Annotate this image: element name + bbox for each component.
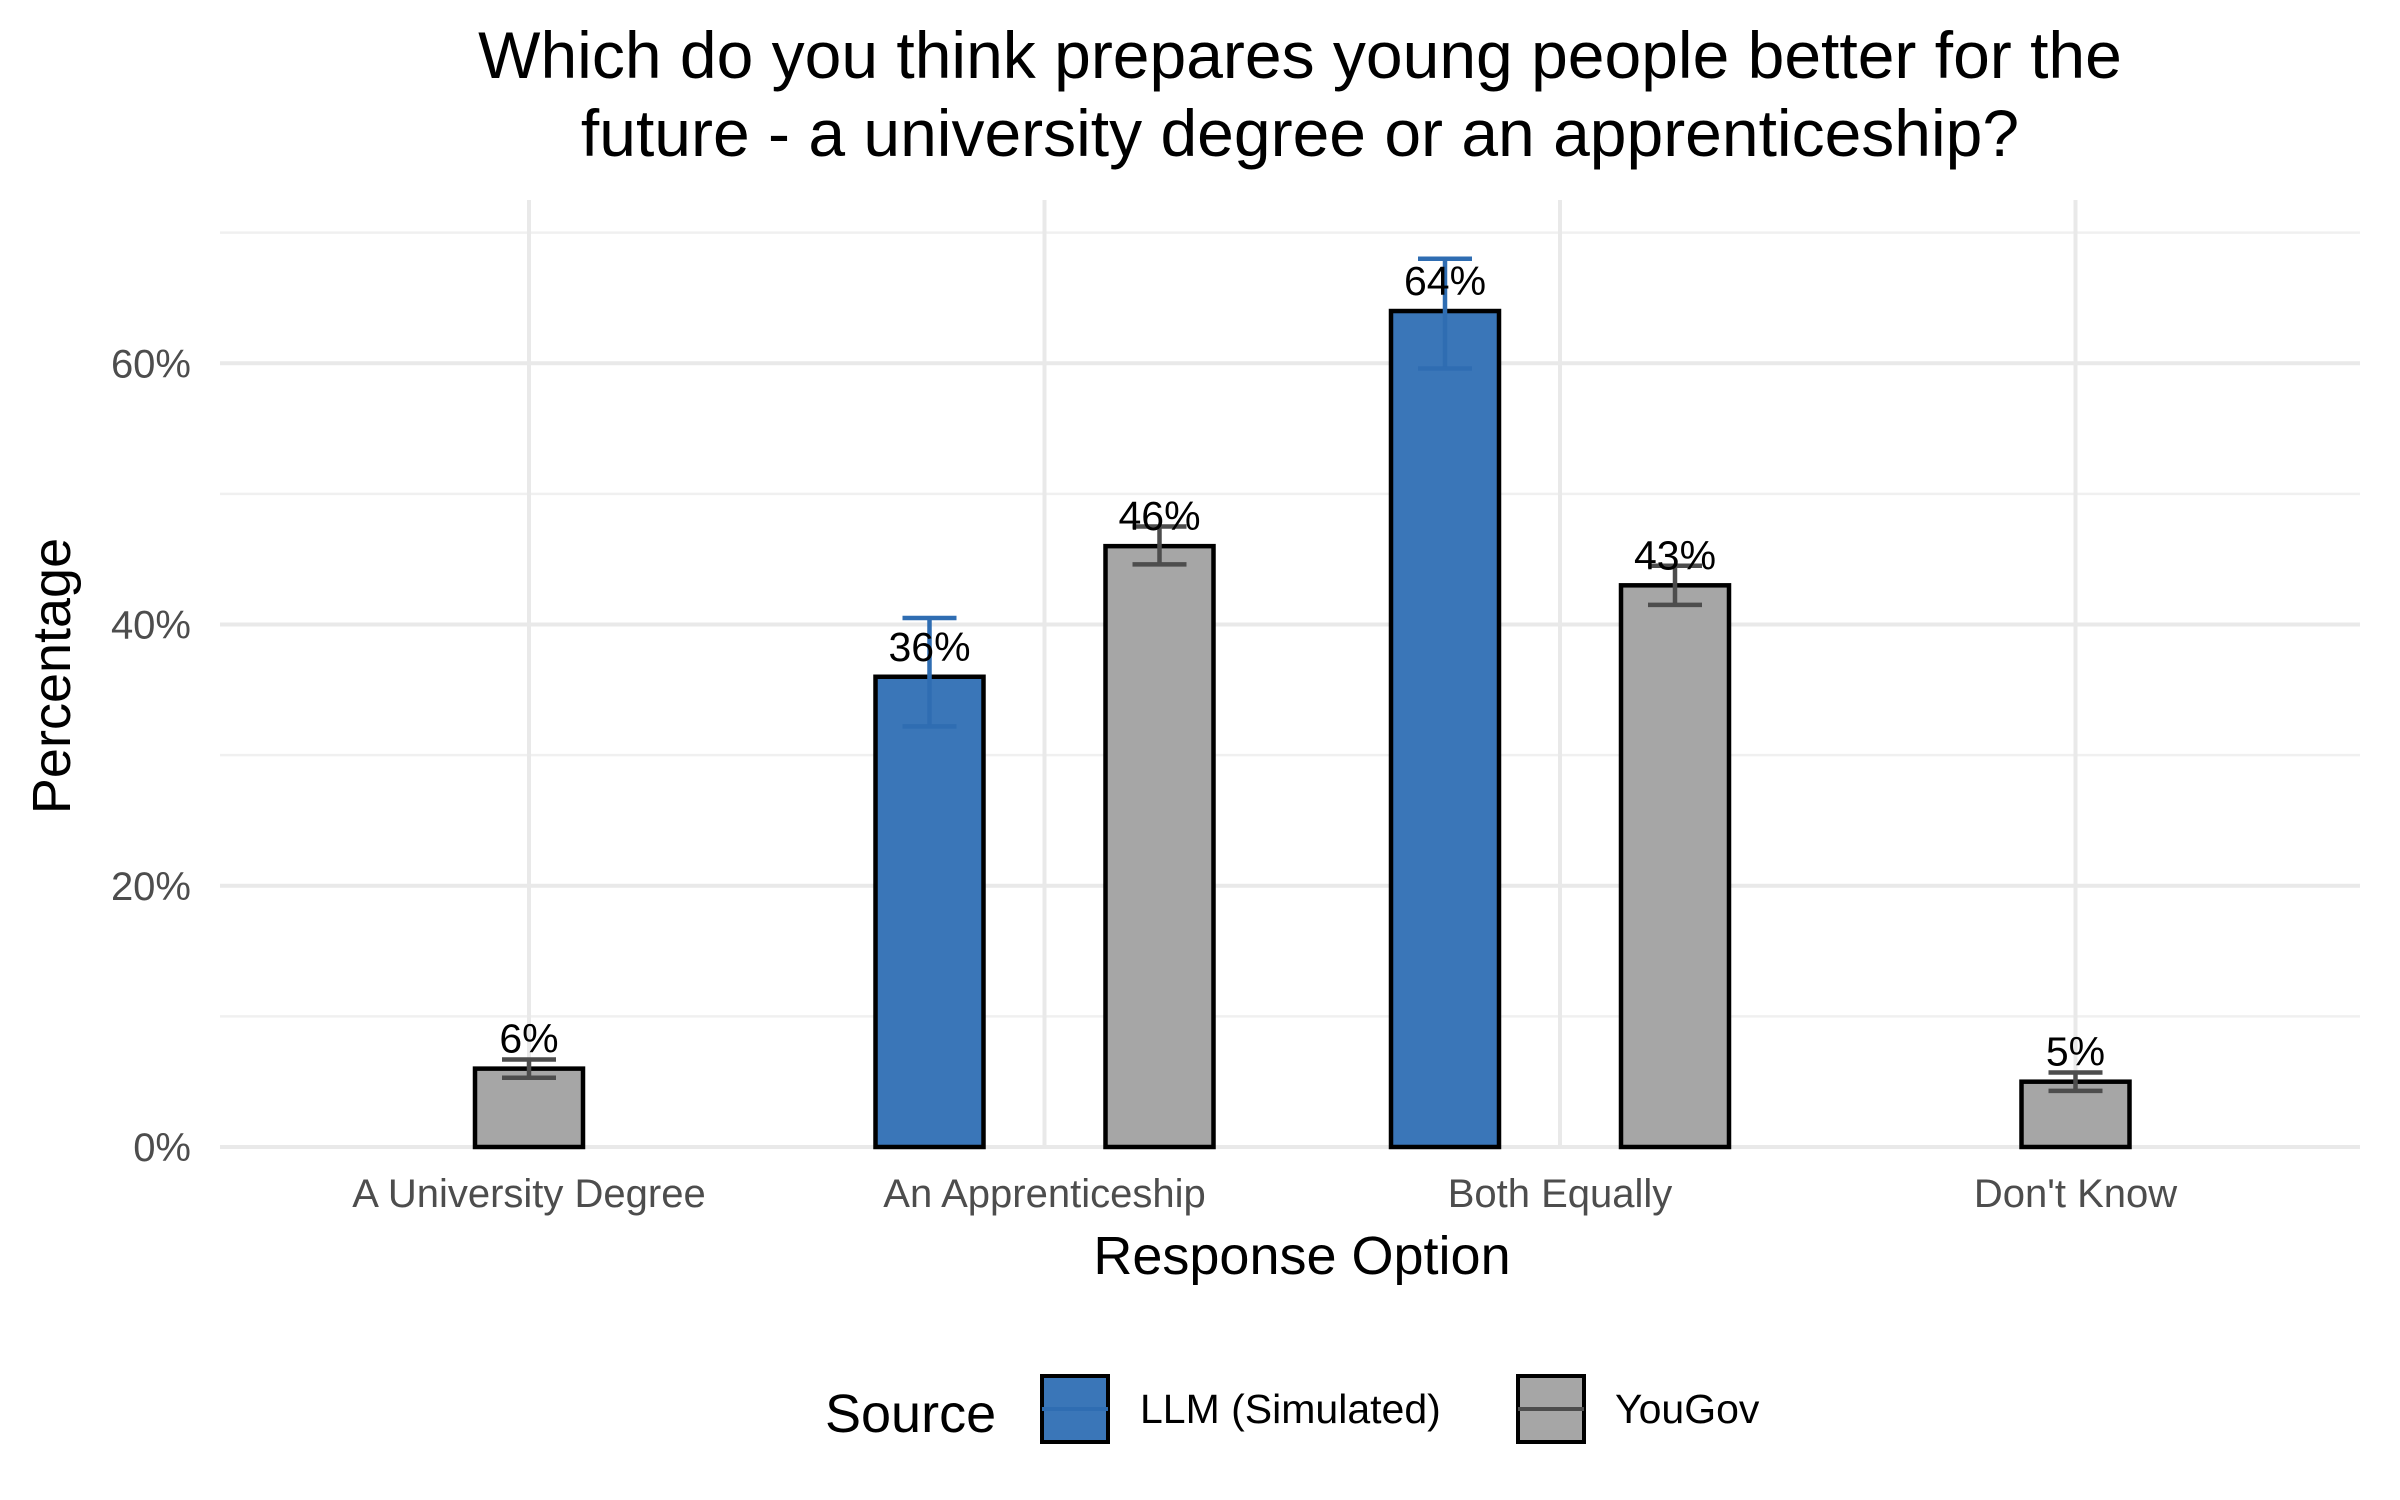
bar-llm [873,674,986,1150]
y-tick-label: 40% [111,604,191,648]
y-axis-title: Percentage [22,538,82,814]
bar-labels: 6% 36% 46% 64% 43% 5% [499,258,2105,1075]
x-tick-labels: A University Degree An Apprenticeship Both… [352,1172,2177,1216]
legend-label-yougov: YouGov [1615,1386,1760,1432]
bar-yougov [1618,583,1732,1150]
errorbar-llm [902,615,957,729]
x-tick-label: A University Degree [352,1172,705,1216]
x-tick-label: An Apprenticeship [883,1172,1205,1216]
errorbar-yougov [1648,563,1702,608]
bar-value-label: 36% [888,624,970,670]
errorbar-yougov [1132,524,1187,567]
legend-item-llm: LLM (Simulated) [1040,1374,1441,1444]
bar-value-label: 64% [1404,258,1486,304]
legend-title: Source [825,1384,996,1444]
bars [472,308,2132,1150]
bar-value-label: 6% [499,1016,558,1062]
chart-title-line-2: future - a university degree or an appre… [581,96,2019,170]
errorbar-llm [1418,256,1472,371]
y-tick-label: 20% [111,865,191,909]
x-tick-label: Don't Know [1974,1172,2177,1216]
chart-title-line-1: Which do you think prepares young people… [478,18,2122,92]
error-bars [502,256,2103,1094]
bar-value-label: 43% [1634,532,1716,578]
bar-yougov [472,1066,586,1150]
bar-llm [1388,308,1502,1150]
y-tick-label: 60% [111,342,191,386]
grid [220,200,2360,1149]
bar-value-label: 46% [1118,493,1200,539]
bar-yougov [1103,543,1216,1150]
y-tick-labels: 0% 20% 40% 60% [111,342,191,1170]
legend-label-llm: LLM (Simulated) [1140,1386,1441,1432]
x-tick-label: Both Equally [1448,1172,1673,1216]
legend: Source LLM (Simulated) YouGov [825,1374,1760,1444]
errorbar-yougov [2048,1070,2103,1094]
y-tick-label: 0% [133,1126,191,1170]
x-axis-title: Response Option [1093,1226,1510,1286]
errorbar-yougov [502,1057,556,1081]
bar-value-label: 5% [2046,1029,2105,1075]
legend-item-yougov: YouGov [1516,1374,1760,1444]
